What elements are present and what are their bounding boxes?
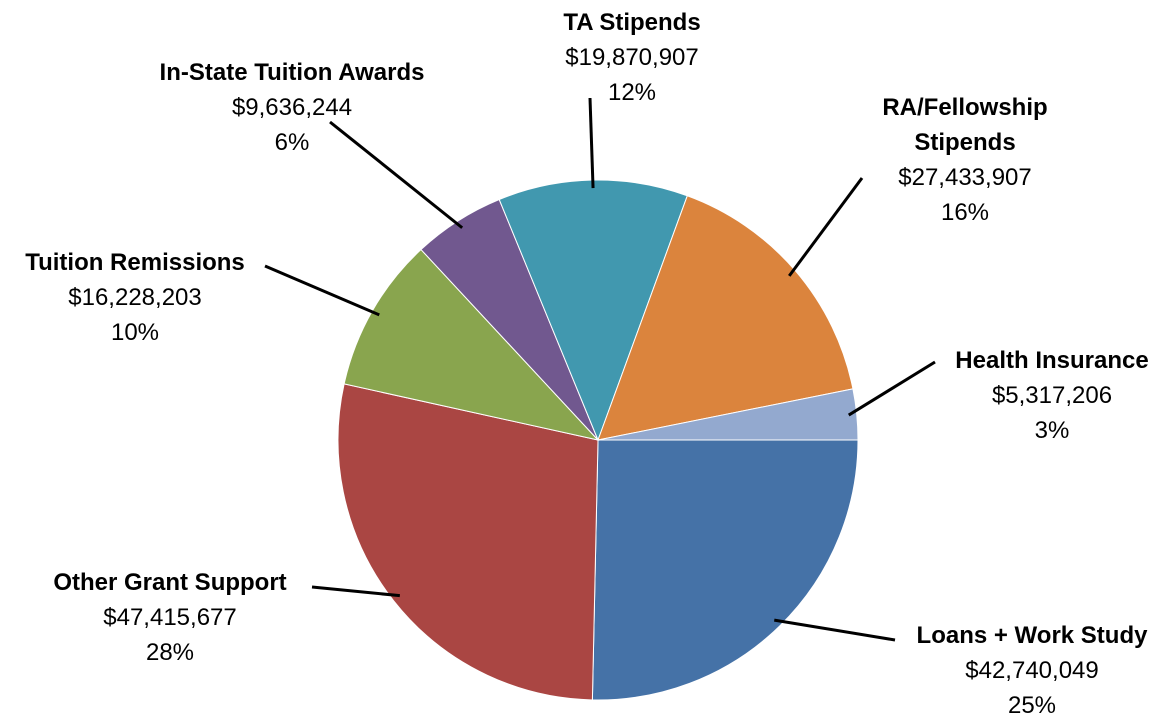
leader-line — [311, 585, 400, 598]
slice-value: $5,317,206 — [991, 382, 1113, 409]
slice-label: Tuition Remissions $16,228,203 10% — [0, 245, 270, 350]
slice-percent: 6% — [274, 129, 310, 156]
slice-name: Tuition Remissions — [25, 249, 245, 276]
pie-slice — [597, 195, 854, 441]
leader-line — [788, 177, 864, 277]
slice-value: $19,870,907 — [565, 44, 699, 71]
slice-name: Health Insurance — [955, 347, 1149, 374]
slice-name: In-State Tuition Awards — [159, 59, 425, 86]
slice-label: TA Stipends $19,870,907 12% — [532, 5, 732, 110]
slice-label: Other Grant Support $47,415,677 28% — [20, 565, 320, 670]
slice-percent: 10% — [110, 319, 160, 346]
pie-slice — [591, 439, 859, 701]
slice-label: Health Insurance $5,317,206 3% — [927, 343, 1169, 448]
slice-value: $27,433,907 — [898, 164, 1032, 191]
slice-percent: 16% — [940, 199, 990, 226]
slice-value: $9,636,244 — [231, 94, 353, 121]
pie-slice — [337, 383, 599, 701]
slice-percent: 28% — [145, 639, 195, 666]
leader-line — [264, 264, 380, 317]
leader-line — [847, 360, 936, 417]
slice-value: $16,228,203 — [68, 284, 202, 311]
slice-name: RA/Fellowship Stipends — [882, 94, 1048, 156]
slice-percent: 12% — [607, 79, 657, 106]
leader-line — [588, 97, 595, 189]
leader-line — [329, 120, 464, 229]
pie-slice — [597, 388, 859, 441]
slice-name: Other Grant Support — [53, 569, 287, 596]
slice-label: RA/Fellowship Stipends $27,433,907 16% — [850, 90, 1080, 230]
slice-name: TA Stipends — [563, 9, 701, 36]
slice-label: Loans + Work Study $42,740,049 25% — [892, 618, 1169, 723]
leader-line — [774, 618, 896, 642]
slice-value: $42,740,049 — [965, 657, 1099, 684]
slice-value: $47,415,677 — [103, 604, 237, 631]
slice-name: Loans + Work Study — [916, 622, 1148, 649]
slice-percent: 25% — [1007, 692, 1057, 719]
slice-percent: 3% — [1034, 417, 1070, 444]
slice-label: In-State Tuition Awards $9,636,244 6% — [142, 55, 442, 160]
